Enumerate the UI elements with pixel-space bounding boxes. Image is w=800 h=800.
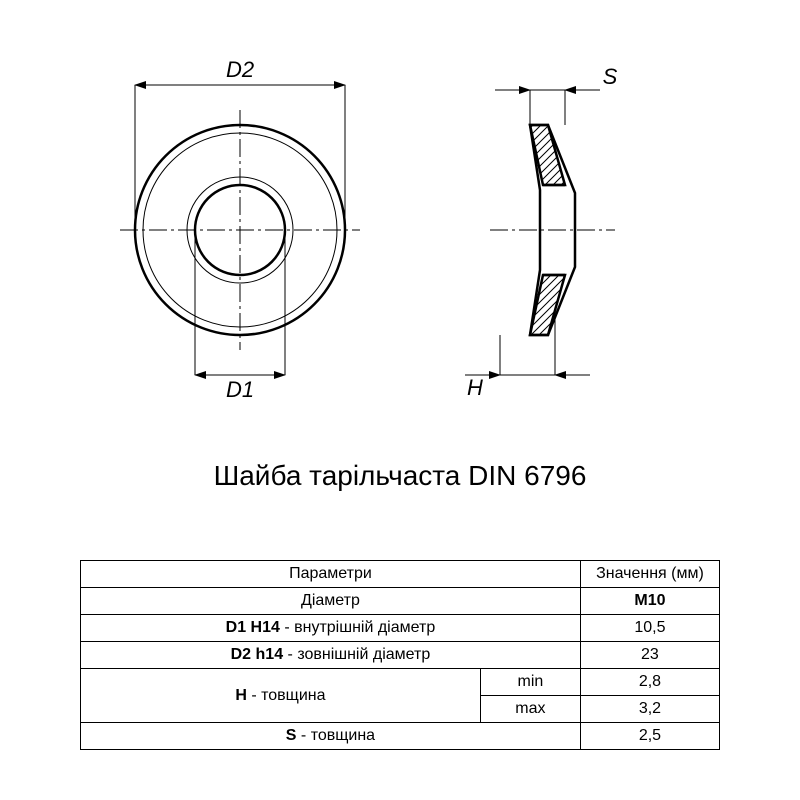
svg-text:D1: D1 [226,377,254,402]
page-title: Шайба тарільчаста DIN 6796 [0,460,800,492]
param-cell: D2 h14 - зовнішній діаметр [81,642,581,669]
h-min-label: min [480,669,580,696]
s-val: 2,5 [580,723,719,750]
technical-drawing: D2 D1 S H [60,30,740,410]
value-cell: 23 [580,642,719,669]
param-h: H - товщина [81,669,481,723]
diagram-area: D2 D1 S H [60,30,740,410]
table-row-s: S - товщина 2,5 [81,723,720,750]
h-min-val: 2,8 [580,669,719,696]
value-cell: 10,5 [580,615,719,642]
param-s: S - товщина [81,723,581,750]
svg-text:S: S [603,64,618,89]
table-row: D2 h14 - зовнішній діаметр23 [81,642,720,669]
header-value: Значення (мм) [580,561,719,588]
table-row: ДіаметрM10 [81,588,720,615]
h-max-label: max [480,696,580,723]
svg-text:D2: D2 [226,57,254,82]
table-row-h-min: H - товщина min 2,8 [81,669,720,696]
parameter-table: Параметри Значення (мм) ДіаметрM10D1 H14… [80,560,720,750]
parameter-table-wrap: Параметри Значення (мм) ДіаметрM10D1 H14… [80,560,720,750]
value-cell: M10 [580,588,719,615]
table-row: D1 H14 - внутрішній діаметр10,5 [81,615,720,642]
h-max-val: 3,2 [580,696,719,723]
header-param: Параметри [81,561,581,588]
svg-text:H: H [467,375,483,400]
param-cell: D1 H14 - внутрішній діаметр [81,615,581,642]
param-cell: Діаметр [81,588,581,615]
table-header-row: Параметри Значення (мм) [81,561,720,588]
